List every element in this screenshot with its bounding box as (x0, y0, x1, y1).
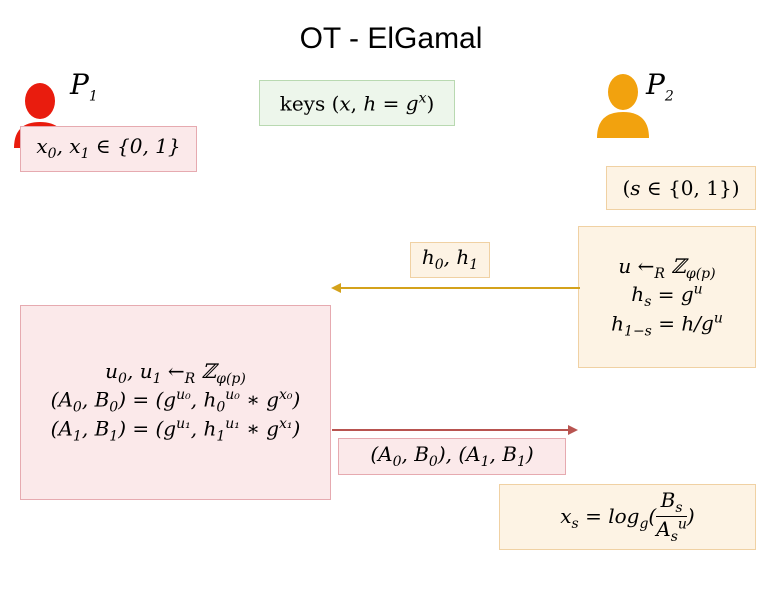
p2-compute-box: u ←R ℤφ(p) hs = gu h1−s = h/gu (578, 226, 756, 368)
p2-user-icon (597, 74, 649, 138)
p2-choice-box: (s ∈ {0, 1}) (606, 166, 756, 210)
p1-label: P1 (70, 68, 98, 105)
msg1-box: h0, h1 (410, 242, 490, 278)
keys-box: keys (x, h = gx) (259, 80, 455, 126)
diagram-title: OT - ElGamal (299, 22, 483, 55)
p2-label: P2 (646, 68, 674, 105)
p1-inputs-box: x0, x1 ∈ {0, 1} (20, 126, 197, 172)
p1-compute-box: u0, u1 ←R ℤφ(p) (A0, B0) = (gu₀, h0u₀ ∗ … (20, 305, 331, 500)
msg2-arrow (332, 425, 578, 435)
msg2-box: (A0, B0), (A1, B1) (338, 438, 566, 475)
msg1-arrow (331, 283, 580, 293)
result-box: xs = logg(Bs Asu) (499, 484, 756, 550)
